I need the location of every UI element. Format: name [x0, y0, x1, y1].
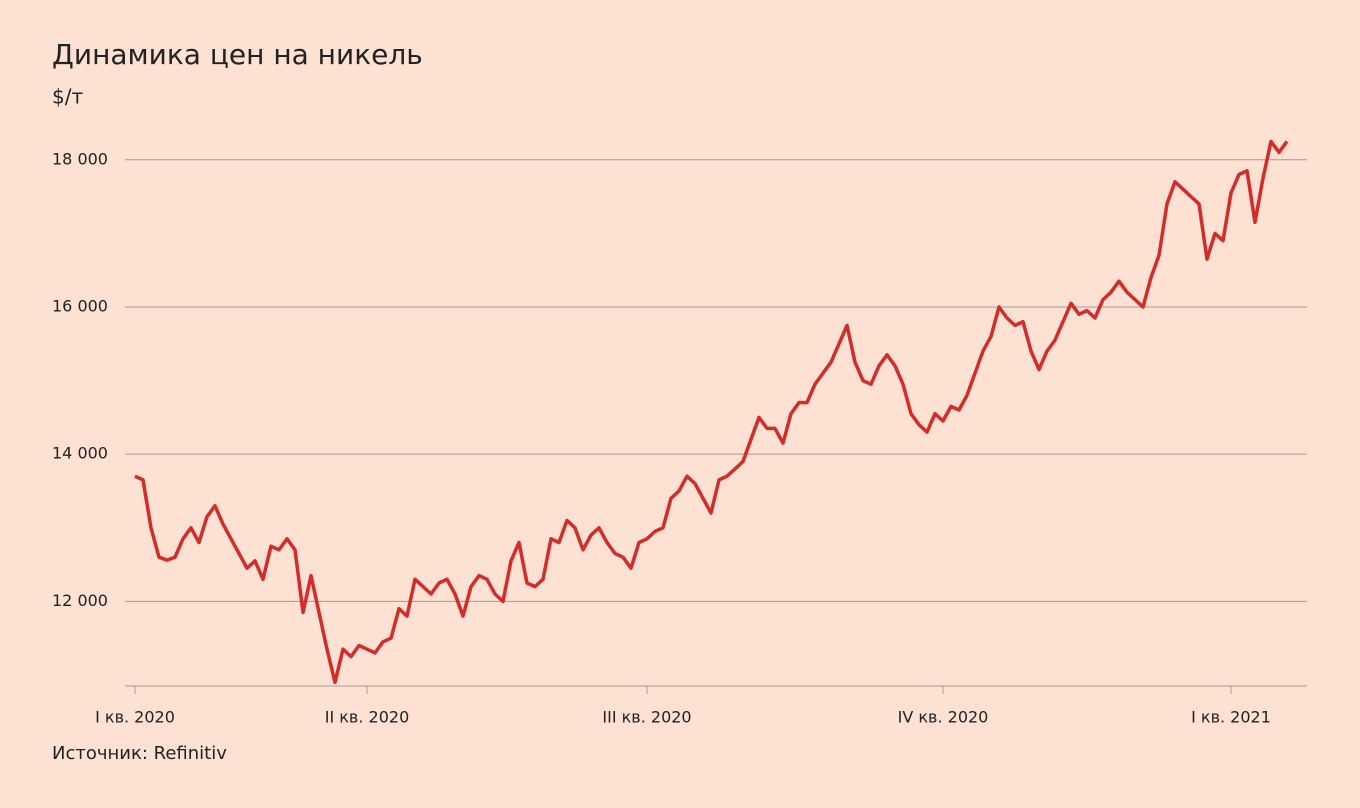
price-line: [134, 139, 1289, 685]
x-tick-label: I кв. 2021: [1191, 708, 1271, 727]
source: Источник: Refinitiv: [52, 743, 227, 764]
chart-title: Динамика цен на никель: [52, 38, 423, 71]
x-tick-label: I кв. 2020: [95, 708, 175, 727]
chart-subtitle: $/т: [52, 85, 83, 109]
y-tick-label: 12 000: [52, 591, 108, 610]
x-tick-label: II кв. 2020: [325, 708, 410, 727]
x-tick-label: III кв. 2020: [602, 708, 691, 727]
x-tick-label: IV кв. 2020: [898, 708, 989, 727]
y-tick-label: 18 000: [52, 149, 108, 168]
y-tick-label: 14 000: [52, 444, 108, 463]
y-tick-label: 16 000: [52, 296, 108, 315]
